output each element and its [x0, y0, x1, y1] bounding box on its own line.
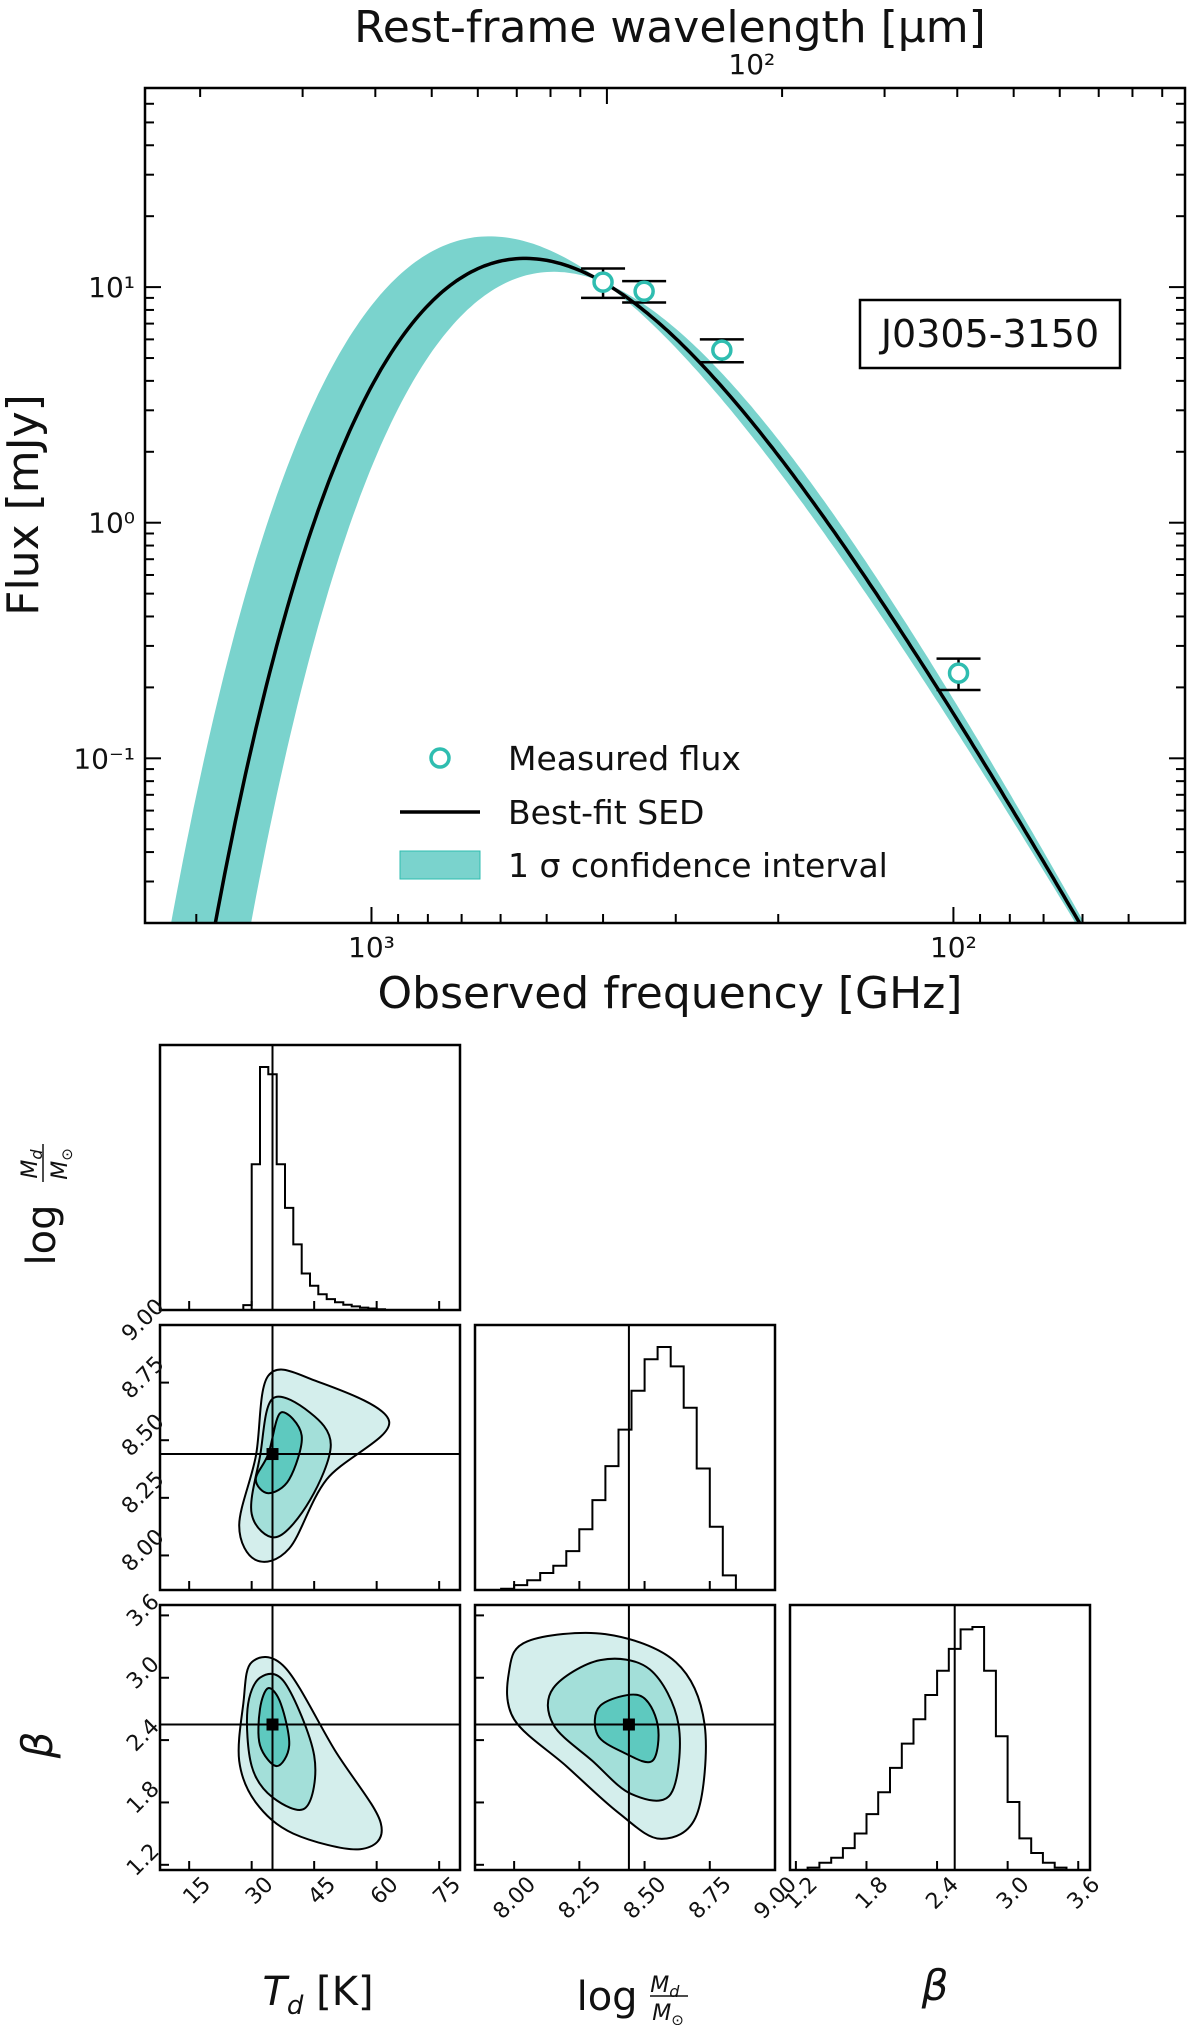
xtick-label-T_d-4: 75: [429, 1872, 466, 1909]
xlabel-logmd-denominator: M⊙: [652, 2001, 684, 2025]
y-tick-label-1: 10⁰: [88, 507, 135, 540]
ytick-label-beta-2: 2.4: [122, 1714, 164, 1756]
contour-fills-logMd_vs_Td: [238, 1368, 391, 1563]
ytick-label-beta-3: 3.0: [122, 1652, 164, 1694]
hist-log_Md: [473, 1323, 777, 1592]
ytick-label-beta-0: 1.2: [122, 1839, 164, 1881]
contour-center-marker-logMd_vs_Td: [266, 1448, 279, 1461]
hist-T_d: [158, 1043, 462, 1312]
svg-text:log: log: [19, 1205, 65, 1266]
sed-legend: Measured flux Best-fit SED 1 σ confidenc…: [399, 739, 888, 885]
legend-label-fit: Best-fit SED: [508, 793, 704, 832]
xtick-label-log_Md-0: 8.00: [489, 1872, 541, 1924]
object-label: J0305-3150: [879, 312, 1099, 356]
contour-level-1: [254, 1411, 303, 1495]
xlabel-td: Td [K]: [262, 1969, 373, 2021]
y-tick-label-2: 10⁻¹: [73, 742, 135, 775]
object-label-box: J0305-3150: [858, 298, 1122, 370]
hist-beta: [788, 1603, 1092, 1872]
legend-label-measured: Measured flux: [508, 739, 741, 778]
xtick-label-T_d-1: 30: [241, 1872, 278, 1909]
x-axis-title: Observed frequency [GHz]: [378, 968, 963, 1019]
contour-frame-beta_vs_Td: [158, 1603, 462, 1872]
corner-axis-titles: Td [K] log Md M⊙ β log Md M⊙ β: [13, 1144, 948, 2025]
contour-fills-beta_vs_Td: [237, 1655, 383, 1851]
hist-frame-log_Md: [473, 1323, 777, 1592]
x-tick-label-0: 10³: [348, 931, 395, 964]
hist-frame-beta: [788, 1603, 1092, 1872]
measured-flux-points: [581, 267, 981, 692]
top-axis-title: Rest-frame wavelength [μm]: [354, 2, 986, 53]
y-axis-title: Flux [mJy]: [0, 394, 49, 616]
measured-flux-point-3: [947, 662, 970, 684]
xtick-label-beta-3: 3.0: [992, 1872, 1034, 1914]
hist-frame-T_d: [158, 1043, 462, 1312]
xtick-label-T_d-0: 15: [179, 1872, 216, 1909]
xtick-label-beta-1: 1.8: [851, 1872, 893, 1914]
xtick-label-beta-4: 3.6: [1063, 1872, 1105, 1914]
xtick-label-beta-2: 2.4: [922, 1872, 964, 1914]
hist-steps-beta: [806, 1626, 1068, 1871]
xtick-label-log_Md-3: 8.75: [684, 1872, 736, 1924]
legend-marker-measured: [429, 747, 451, 769]
contour-panel-logMd_vs_Td: [158, 1323, 462, 1592]
ylabel-beta: β: [13, 1732, 62, 1760]
ytick-label-beta-1: 1.8: [122, 1777, 164, 1819]
corner-plot: 15 30 45 60 75 8.00 8.25 8.50 8.75 9.001.2 1.8 2.4 3…: [117, 1043, 1105, 1925]
xtick-label-T_d-3: 60: [366, 1872, 403, 1909]
contour-frame-logMd_vs_Td: [158, 1323, 462, 1592]
y-tick-label-0: 10¹: [88, 271, 135, 304]
best-fit-sed-line: [213, 256, 1082, 923]
contour-panel-beta_vs_logMd: [473, 1603, 777, 1872]
hist-steps-T_d: [242, 1066, 386, 1311]
svg-text:Md: Md: [18, 1149, 46, 1179]
x-tick-label-1: 10²: [930, 931, 977, 964]
top-tick-label-0: 10²: [728, 48, 775, 81]
contour-frame-beta_vs_logMd: [473, 1603, 777, 1872]
contour-center-marker-beta_vs_Td: [266, 1718, 279, 1731]
xtick-label-log_Md-2: 8.50: [619, 1872, 671, 1924]
xtick-label-T_d-2: 45: [304, 1872, 341, 1909]
sed-ticks: 10³ 10² 10² 10¹ 10⁰ 10⁻¹: [73, 48, 1186, 964]
svg-text:M⊙: M⊙: [48, 1148, 76, 1180]
contour-fills-beta_vs_logMd: [506, 1631, 707, 1840]
contour-panel-beta_vs_Td: [158, 1603, 462, 1872]
xlabel-beta: β: [921, 1961, 949, 2010]
ylabel-logmd: log Md M⊙: [18, 1144, 76, 1265]
measured-flux-point-0: [592, 271, 614, 293]
legend-label-band: 1 σ confidence interval: [508, 846, 888, 885]
sed-chart: 10³ 10² 10² 10¹ 10⁰ 10⁻¹ Rest-frame wavelengt…: [0, 2, 1187, 1019]
sed-frame: [143, 86, 1187, 925]
xtick-label-log_Md-1: 8.25: [554, 1872, 606, 1924]
legend-marker-band: [399, 850, 481, 880]
hist-steps-log_Md: [500, 1346, 737, 1591]
measured-flux-point-2: [711, 339, 733, 361]
measured-flux-point-1: [633, 280, 655, 303]
contour-center-marker-beta_vs_logMd: [622, 1718, 635, 1731]
confidence-band: [171, 236, 1085, 923]
ytick-label-beta-4: 3.6: [122, 1590, 164, 1632]
